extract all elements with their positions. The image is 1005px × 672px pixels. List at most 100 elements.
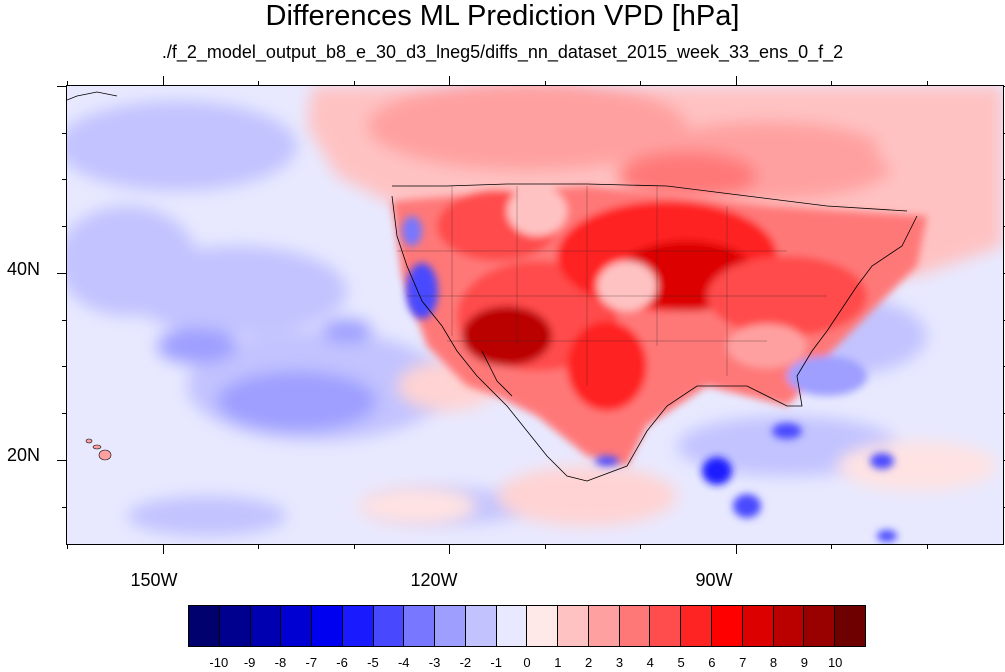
lon-tick-bottom [449,544,451,554]
colorbar-label: 8 [769,655,778,670]
colorbar-box-7 [404,606,436,646]
lat-tick-right [1003,179,1005,181]
lon-tick-bottom [926,544,928,549]
lat-tick-left [62,413,67,415]
lat-tick-right [1003,272,1005,274]
colorbar [188,605,866,647]
lat-tick-right [1003,366,1005,368]
colorbar-box-9 [465,606,497,646]
lon-tick-top [544,81,546,86]
lat-label-40n: 40N [6,259,40,279]
colorbar-box-12 [558,606,589,646]
lat-tick-right [1003,506,1005,508]
lon-tick-top [162,76,164,86]
lat-tick-right [1003,132,1005,134]
colorbar-label: 6 [708,655,716,670]
lat-label-20n: 20N [6,445,40,465]
lat-tick-left [62,132,67,134]
lat-tick-left [57,459,67,461]
colorbar-label: -7 [305,655,318,670]
usa-positive-anomalies [392,186,927,466]
lat-tick-left [62,179,67,181]
lat-tick-left [62,319,67,321]
lon-tick-top [640,81,642,86]
lon-tick-bottom [162,544,164,554]
colorbar-label: -9 [243,655,256,670]
lon-tick-bottom [735,544,737,554]
lon-tick-top [258,81,260,86]
colorbar-box-0 [189,606,220,646]
lon-tick-top [67,81,68,86]
lat-tick-right [1003,459,1005,461]
lon-label-150w: 150W [130,570,178,590]
lat-tick-right [1003,226,1005,228]
vpd-difference-map [67,86,1003,544]
colorbar-label: 5 [677,655,685,670]
colorbar-label: -1 [490,655,502,670]
lon-tick-bottom [544,544,546,549]
colorbar-box-16 [681,606,713,646]
colorbar-label: 10 [827,655,843,670]
colorbar-box-18 [742,606,774,646]
state-borders [397,186,827,386]
colorbar-label: 9 [800,655,808,670]
coastlines [67,91,918,482]
lat-tick-right [1003,86,1005,87]
lon-tick-bottom [353,544,355,549]
colorbar-box-10 [496,606,528,646]
colorbar-box-5 [342,606,374,646]
lon-tick-top [353,81,355,86]
california-coast-anomalies [402,216,438,319]
lon-tick-bottom [831,544,833,549]
colorbar-box-8 [435,606,466,646]
map-panel [67,86,1003,544]
colorbar-label: -10 [209,655,229,670]
lat-tick-right [1003,413,1005,415]
colorbar-label: -3 [428,655,441,670]
colorbar-label: -6 [336,655,348,670]
lat-tick-right [1003,319,1005,321]
lon-tick-top [831,81,833,86]
lat-tick-left [62,226,67,228]
lat-tick-left [62,366,67,368]
colorbar-box-14 [619,606,651,646]
colorbar-labels: -10 -9 -8 -7 -6 -5 -4 -3 -2 -1 0 1 2 3 4 5 6 7 8 9 10 [0,655,1005,671]
lon-tick-bottom [640,544,642,549]
tropical-negative-anomalies [595,423,897,542]
page-title: Differences ML Prediction VPD [hPa] [265,0,740,32]
ocean-positive-anomalies [357,361,997,526]
colorbar-label: 1 [554,655,562,670]
lon-label-90w: 90W [695,570,733,590]
lon-tick-bottom [67,544,68,549]
colorbar-box-15 [650,606,682,646]
colorbar-label: -2 [459,655,472,670]
colorbar-label: 0 [523,655,531,670]
colorbar-box-17 [712,606,743,646]
lat-tick-left [57,86,67,87]
colorbar-box-20 [804,606,836,646]
hawaii-islands [85,438,112,461]
colorbar-label: -4 [397,655,410,670]
colorbar-box-6 [373,606,405,646]
colorbar-box-1 [219,606,251,646]
colorbar-box-2 [250,606,282,646]
colorbar-box-4 [312,606,343,646]
colorbar-label: 7 [739,655,747,670]
colorbar-label: -5 [367,655,379,670]
colorbar-box-3 [281,606,313,646]
colorbar-box-19 [773,606,805,646]
colorbar-box-13 [588,606,620,646]
colorbar-label: 4 [646,655,654,670]
lon-label-120w: 120W [410,570,458,590]
lat-tick-left [62,506,67,508]
lon-tick-bottom [258,544,260,549]
lon-tick-top [449,76,451,86]
colorbar-label: 2 [585,655,593,670]
colorbar-label: -8 [274,655,287,670]
lon-tick-top [735,76,737,86]
colorbar-box-11 [527,606,559,646]
colorbar-label: 3 [615,655,624,670]
page-subtitle: ./f_2_model_output_b8_e_30_d3_lneg5/diff… [161,42,844,62]
lat-tick-left [57,272,67,274]
lon-tick-top [926,81,928,86]
